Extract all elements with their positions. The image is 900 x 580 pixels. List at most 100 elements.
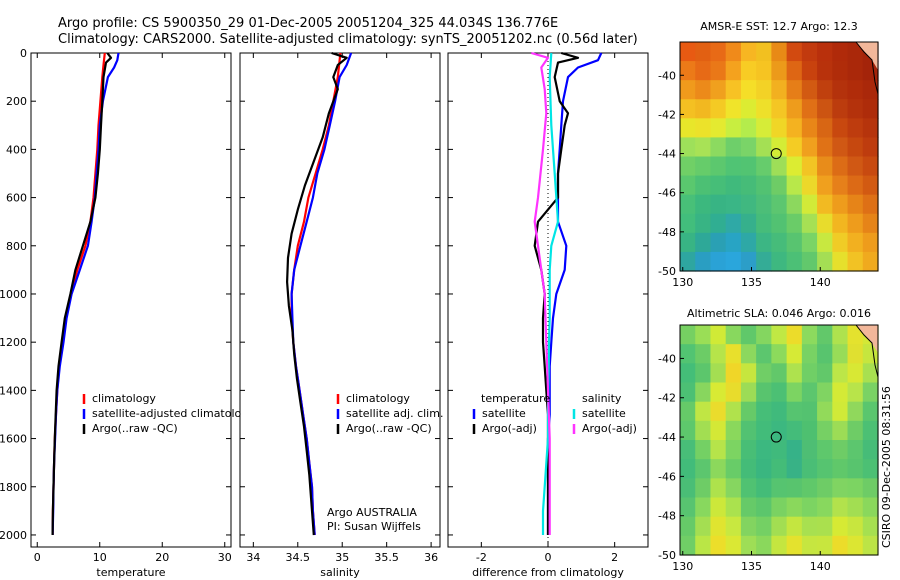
map-cell — [710, 459, 727, 479]
map-cell — [771, 42, 788, 62]
map-cell — [695, 232, 712, 253]
map-cell — [862, 535, 879, 556]
map-cell — [740, 497, 757, 518]
map-cell — [725, 99, 742, 119]
map-x-tick-label: 140 — [810, 276, 831, 289]
map-cell — [695, 213, 712, 234]
map-cell — [832, 42, 849, 62]
map-cell — [832, 325, 849, 345]
legend-temp-satellite: satellite — [482, 407, 526, 420]
map-cell — [771, 382, 788, 403]
map-cell — [695, 382, 712, 403]
map-cell — [847, 459, 864, 479]
x-tick-label: 34.5 — [286, 551, 311, 564]
map-cell — [710, 535, 727, 556]
map-cell — [740, 440, 757, 460]
map-cell — [740, 194, 757, 215]
map-cell — [801, 61, 818, 81]
map-cell — [756, 42, 772, 62]
map-cell — [817, 440, 833, 460]
map-cell — [786, 382, 803, 403]
map-x-tick-label: 130 — [672, 276, 693, 289]
map-cell — [695, 61, 712, 81]
map-cell — [680, 232, 696, 253]
map-cell — [725, 535, 742, 556]
map-cell — [862, 363, 879, 384]
map-cell — [801, 516, 818, 537]
land-mass — [856, 42, 878, 70]
map-cell — [817, 194, 833, 215]
map-cell — [786, 325, 803, 345]
coastline — [855, 324, 879, 378]
map-cell — [710, 213, 727, 234]
map-cell — [725, 61, 742, 81]
legend-group-salinity: salinity — [582, 392, 622, 405]
map-cell — [680, 535, 696, 556]
map-cell — [740, 42, 757, 62]
map-frame — [679, 41, 879, 272]
map-cell — [680, 156, 696, 177]
map-cell — [832, 535, 849, 556]
map-y-tick-label: -48 — [658, 226, 676, 239]
map-cell — [695, 363, 712, 384]
map-cell — [680, 440, 696, 460]
x-tick-label: 10 — [93, 551, 107, 564]
profile-location-marker — [770, 148, 782, 160]
map-cell — [680, 137, 696, 158]
map-cell — [756, 497, 772, 518]
legend-entry-0: climatology — [346, 392, 410, 405]
legend-entry-1: satellite adj. clim. — [346, 407, 443, 420]
map-cell — [786, 363, 803, 384]
temperature-legend: climatology satellite-adjusted climatolog… — [82, 392, 255, 435]
map-cell — [817, 137, 833, 158]
map-cell — [817, 175, 833, 196]
series-line-3 — [530, 51, 551, 535]
map-cell — [862, 118, 879, 139]
map-cell — [847, 61, 864, 81]
map-cell — [695, 80, 712, 100]
map-cell — [786, 213, 803, 234]
map-cell — [801, 440, 818, 460]
y-tick-label: 200 — [6, 95, 27, 108]
map-x-tick-label: 135 — [741, 276, 762, 289]
map-y-tick-label: -44 — [658, 148, 676, 161]
map-cell — [740, 516, 757, 537]
map-cell — [680, 118, 696, 139]
y-tick-label: 1800 — [0, 481, 27, 494]
map-cell — [832, 440, 849, 460]
map-cell — [817, 99, 833, 119]
map-cell — [862, 497, 879, 518]
map-cell — [695, 497, 712, 518]
map-cell — [756, 213, 772, 234]
map-x-tick-label: 135 — [741, 560, 762, 573]
map-cell — [756, 175, 772, 196]
x-axis-label: difference from climatology — [472, 566, 624, 579]
map-cell — [847, 363, 864, 384]
map-cell — [862, 251, 879, 272]
map-cell — [680, 80, 696, 100]
y-tick-label: 1600 — [0, 433, 27, 446]
map-cell — [740, 213, 757, 234]
map-cell — [862, 440, 879, 460]
map-y-tick-label: -40 — [658, 69, 676, 82]
map-cell — [740, 382, 757, 403]
map-cell — [801, 194, 818, 215]
x-tick-label: 30 — [218, 551, 232, 564]
x-tick-label: 0 — [545, 551, 552, 564]
map-y-tick-label: -50 — [658, 549, 676, 562]
map-cell — [786, 156, 803, 177]
map-cell — [710, 61, 727, 81]
map-cell — [817, 535, 833, 556]
map-y-tick-label: -48 — [658, 510, 676, 523]
map-cell — [847, 382, 864, 403]
map-cell — [847, 401, 864, 422]
map-cell — [756, 420, 772, 441]
map-cell — [771, 325, 788, 345]
map-cell — [786, 42, 803, 62]
map-cell — [725, 401, 742, 422]
map-cell — [710, 497, 727, 518]
y-tick-label: 0 — [20, 47, 27, 60]
legend-entry-1: satellite-adjusted climatology — [92, 407, 255, 420]
y-tick-label: 1400 — [0, 384, 27, 397]
map-cell — [786, 440, 803, 460]
